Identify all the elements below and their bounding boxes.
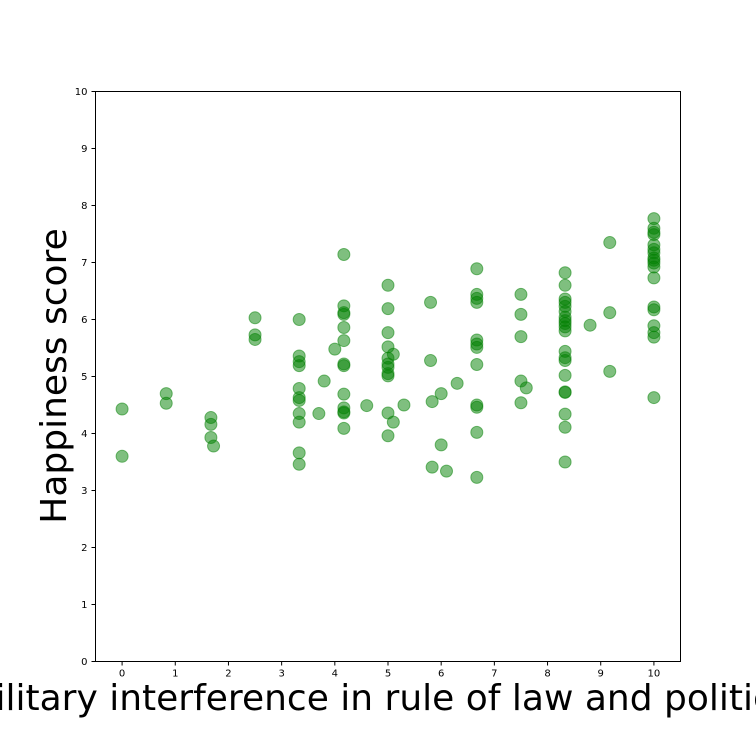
data-point bbox=[558, 278, 572, 292]
data-point bbox=[328, 342, 342, 356]
data-point bbox=[434, 438, 448, 452]
data-point bbox=[337, 320, 351, 334]
data-point bbox=[204, 417, 218, 431]
data-point bbox=[424, 295, 438, 309]
data-point bbox=[337, 359, 351, 373]
data-point bbox=[312, 407, 326, 421]
data-point bbox=[425, 395, 439, 409]
data-point bbox=[470, 425, 484, 439]
data-point bbox=[337, 307, 351, 321]
data-point bbox=[558, 354, 572, 368]
data-point bbox=[647, 391, 661, 405]
x-tick-label: 3 bbox=[278, 669, 284, 680]
data-point bbox=[317, 374, 331, 388]
x-tick-label: 9 bbox=[598, 669, 604, 680]
x-tick-label: 1 bbox=[172, 669, 178, 680]
data-point bbox=[381, 429, 395, 443]
data-point bbox=[647, 271, 661, 285]
x-axis-label: Military interference in rule of law and… bbox=[0, 678, 756, 719]
data-point bbox=[434, 387, 448, 401]
data-point bbox=[470, 470, 484, 484]
y-tick-label: 2 bbox=[81, 543, 87, 554]
data-point bbox=[381, 278, 395, 292]
y-tick-label: 6 bbox=[81, 315, 87, 326]
data-point bbox=[337, 248, 351, 262]
data-point bbox=[519, 381, 533, 395]
data-point bbox=[381, 369, 395, 383]
data-point bbox=[248, 332, 262, 346]
x-tick-label: 4 bbox=[332, 669, 338, 680]
x-tick-label: 7 bbox=[491, 669, 497, 680]
data-point bbox=[337, 334, 351, 348]
data-point bbox=[440, 464, 453, 478]
data-point bbox=[558, 455, 572, 469]
data-point bbox=[292, 415, 306, 429]
data-point bbox=[514, 396, 528, 410]
data-point bbox=[292, 446, 306, 460]
data-point bbox=[558, 420, 572, 434]
data-point bbox=[159, 396, 173, 410]
data-point bbox=[337, 406, 351, 420]
data-point bbox=[470, 262, 484, 276]
data-point bbox=[514, 287, 528, 301]
x-tick-label: 6 bbox=[438, 669, 444, 680]
y-tick-label: 9 bbox=[81, 144, 87, 155]
y-tick-label: 1 bbox=[81, 600, 87, 611]
data-point bbox=[558, 407, 572, 421]
data-point bbox=[337, 421, 351, 435]
data-point bbox=[337, 387, 351, 401]
data-point bbox=[603, 306, 617, 320]
data-point bbox=[292, 457, 306, 471]
data-point bbox=[558, 385, 572, 399]
y-tick-label: 5 bbox=[81, 372, 87, 383]
x-tick-label: 8 bbox=[544, 669, 550, 680]
data-point bbox=[292, 313, 306, 326]
data-point bbox=[558, 266, 572, 280]
data-point bbox=[450, 376, 464, 390]
data-point bbox=[470, 400, 484, 414]
data-point bbox=[115, 402, 129, 416]
data-point bbox=[647, 303, 661, 317]
y-tick-label: 0 bbox=[81, 657, 87, 668]
x-tick-label: 10 bbox=[648, 669, 661, 680]
data-point bbox=[603, 364, 617, 378]
data-point bbox=[647, 330, 661, 344]
data-point bbox=[603, 236, 617, 250]
y-tick-label: 4 bbox=[81, 429, 87, 440]
data-point bbox=[292, 359, 306, 373]
x-tick-label: 2 bbox=[225, 669, 231, 680]
data-point bbox=[381, 326, 395, 340]
y-axis: 0 1 2 3 4 5 6 7 8 9 10 bbox=[75, 87, 96, 668]
y-tick-label: 10 bbox=[75, 87, 88, 98]
data-point bbox=[248, 311, 262, 325]
data-point bbox=[397, 398, 411, 412]
x-axis: 0 1 2 3 4 5 6 7 8 9 10 bbox=[119, 661, 661, 680]
data-point bbox=[470, 358, 484, 372]
data-point bbox=[425, 460, 439, 474]
data-point bbox=[470, 340, 484, 354]
data-point bbox=[514, 307, 528, 321]
data-point bbox=[647, 260, 661, 274]
data-point bbox=[207, 439, 221, 453]
data-point bbox=[386, 347, 400, 361]
y-tick-label: 7 bbox=[81, 258, 87, 269]
data-point bbox=[424, 354, 438, 368]
data-point bbox=[514, 330, 528, 344]
data-point bbox=[115, 449, 129, 463]
y-tick-label: 8 bbox=[81, 201, 87, 212]
data-point bbox=[360, 399, 374, 413]
x-tick-label: 5 bbox=[385, 669, 391, 680]
data-point bbox=[292, 393, 306, 407]
data-point bbox=[470, 295, 484, 309]
y-tick-label: 3 bbox=[81, 486, 87, 497]
data-point bbox=[386, 415, 400, 429]
x-tick-label: 0 bbox=[119, 669, 125, 680]
data-point bbox=[558, 368, 572, 382]
y-axis-label: Happiness score bbox=[34, 228, 75, 524]
data-point bbox=[381, 302, 395, 316]
data-point bbox=[583, 318, 597, 332]
data-points bbox=[115, 212, 661, 484]
data-point bbox=[558, 324, 572, 338]
